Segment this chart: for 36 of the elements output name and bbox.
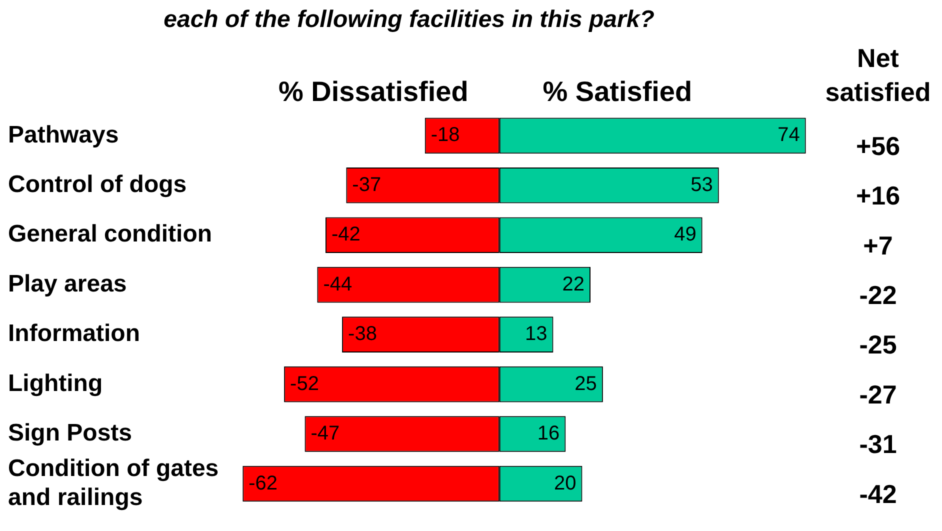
series-label: % Satisfied <box>542 76 692 107</box>
y-tick-label: Information <box>8 320 140 348</box>
data-label: 13 <box>524 323 548 346</box>
series-label: % Dissatisfied <box>278 76 468 107</box>
y-tick-label: Control of dogs <box>8 171 187 198</box>
y-tick-label: Play areas <box>8 270 127 298</box>
data-label: -47 <box>310 422 340 445</box>
data-label: -62 <box>248 472 278 494</box>
text: +7 <box>863 230 893 260</box>
y-tick-label: Condition of gates and railings <box>8 454 219 511</box>
text: -31 <box>859 429 897 460</box>
data-label: 53 <box>690 174 713 196</box>
data-label: 20 <box>554 472 576 494</box>
data-label: 25 <box>574 372 597 395</box>
data-label: -38 <box>348 323 377 346</box>
text: -27 <box>859 379 897 410</box>
data-label: 16 <box>537 422 560 445</box>
y-tick-label: Pathways <box>8 121 119 148</box>
data-label: -37 <box>352 174 382 196</box>
y-tick-label: General condition <box>8 220 212 248</box>
data-label: 74 <box>778 124 800 146</box>
y-tick-label: Lighting <box>8 370 103 397</box>
chart-title: each of the following facilities in this park? <box>164 6 655 34</box>
data-label: -52 <box>290 372 319 395</box>
data-label: -44 <box>323 273 352 296</box>
text: -22 <box>859 280 897 310</box>
data-label: 49 <box>674 224 696 246</box>
data-label: -42 <box>331 224 360 246</box>
text: +56 <box>856 130 900 161</box>
data-label: -18 <box>430 124 460 146</box>
text: +16 <box>856 180 900 211</box>
text: -25 <box>859 330 897 360</box>
text: Net satisfied <box>825 42 931 107</box>
y-tick-label: Sign Posts <box>8 420 132 447</box>
text: -42 <box>859 478 897 509</box>
data-label: 22 <box>562 273 585 296</box>
